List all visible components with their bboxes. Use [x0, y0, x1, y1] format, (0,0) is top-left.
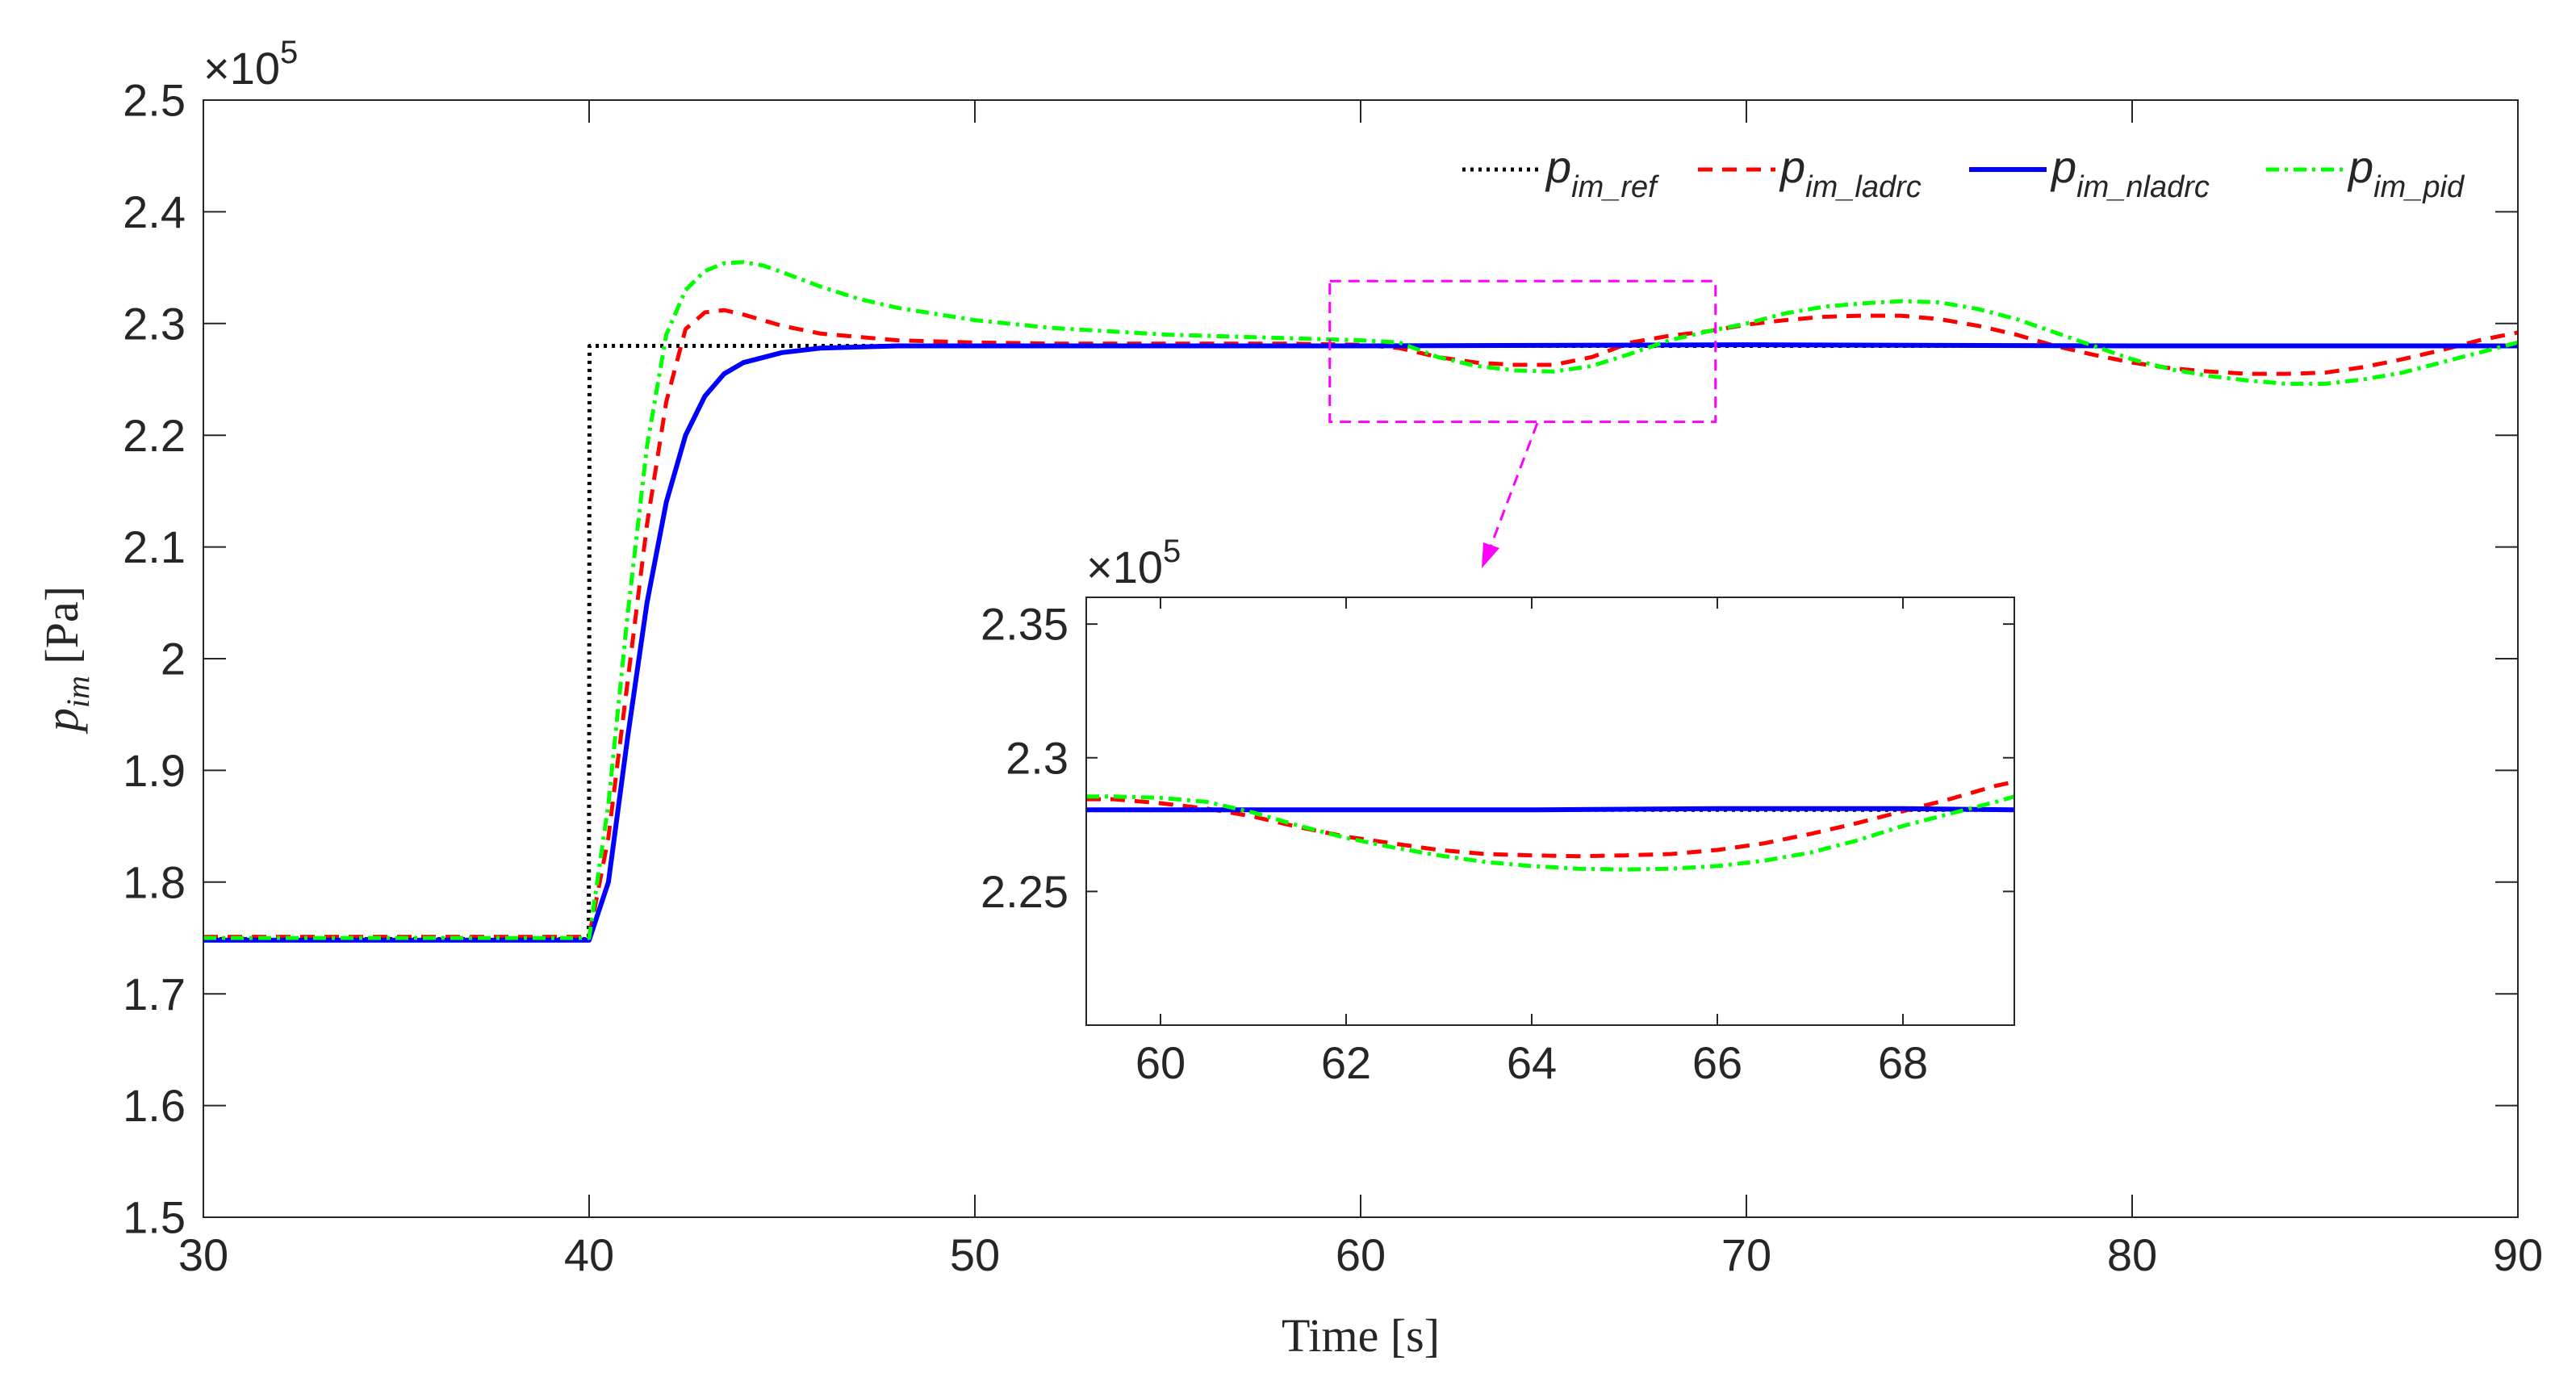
main-series-group: [203, 260, 2518, 943]
main-y-tick-label: 2: [161, 634, 186, 685]
legend-item-pid: pim_pid: [2266, 141, 2465, 204]
legend-item-ref: pim_ref: [1462, 141, 1659, 204]
main-x-tick-label: 70: [1721, 1229, 1771, 1280]
main-y-tick-label: 2.4: [123, 186, 186, 237]
inset-axes: 60 62 64 66 68 2.25 2.3 2.35 ×105: [981, 534, 2015, 1088]
x-axis-label: Time [s]: [1282, 1309, 1440, 1362]
legend-label-pid: pim_pid: [2347, 141, 2465, 204]
inset-y-tick-label: 2.25: [981, 866, 1068, 917]
main-series-line-p_im_ladrc: [203, 308, 2518, 940]
inset-x-tick-label: 68: [1878, 1037, 1928, 1088]
legend-item-ladrc: pim_ladrc: [1698, 141, 1922, 204]
inset-ticks: 60 62 64 66 68 2.25 2.3 2.35: [981, 597, 2014, 1088]
inset-y-tick-label: 2.35: [981, 599, 1068, 650]
main-y-tick-label: 1.9: [123, 745, 186, 796]
legend-label-ladrc: pim_ladrc: [1779, 141, 1922, 204]
inset-series-group: [1086, 780, 2014, 872]
main-y-tick-label: 2.5: [123, 75, 186, 126]
legend: pim_ref pim_ladrc pim_nladrc pim_pid: [1462, 141, 2465, 204]
main-x-tick-label: 80: [2107, 1229, 2157, 1280]
main-axes-box: [203, 99, 2519, 1218]
main-y-tick-label: 2.1: [123, 521, 186, 572]
main-exponent-label: ×105: [203, 35, 298, 94]
zoom-arrow: [1482, 422, 1539, 568]
main-series-line-p_im_pid: [203, 260, 2518, 940]
inset-x-tick-label: 62: [1321, 1037, 1371, 1088]
inset-x-tick-label: 64: [1507, 1037, 1557, 1088]
main-series-line-p_im_nladrc: [203, 342, 2518, 943]
main-x-tick-label: 50: [950, 1229, 1000, 1280]
zoom-arrow-head: [1482, 542, 1499, 568]
inset-y-tick-label: 2.3: [1006, 732, 1068, 783]
main-ticks: 30 40 50 60 70 80 90 1.5 1.6 1.7 1.8 1.9 2 2.1 2.2 2.3 2…: [123, 75, 2543, 1280]
inset-axes-box: [1085, 597, 2015, 1026]
main-y-tick-label: 1.7: [123, 969, 186, 1019]
legend-item-nladrc: pim_nladrc: [1969, 141, 2210, 204]
main-y-tick-label: 1.6: [123, 1080, 186, 1131]
y-axis-label: pim [Pa]: [36, 586, 96, 735]
main-x-tick-label: 40: [564, 1229, 614, 1280]
inset-x-tick-label: 60: [1135, 1037, 1186, 1088]
zoom-region-box: [1328, 279, 1717, 424]
main-y-tick-label: 1.5: [123, 1192, 186, 1243]
main-y-tick-label: 2.3: [123, 298, 186, 349]
main-x-tick-label: 60: [1336, 1229, 1386, 1280]
legend-label-ref: pim_ref: [1545, 141, 1659, 204]
legend-label-nladrc: pim_nladrc: [2050, 141, 2210, 204]
main-x-tick-label: 30: [178, 1229, 228, 1280]
inset-series-line-p_im_ladrc: [1086, 780, 2014, 859]
inset-series-line-p_im_pid: [1086, 794, 2014, 872]
main-x-tick-label: 90: [2493, 1229, 2543, 1280]
inset-series-line-p_im_nladrc: [1086, 806, 2014, 813]
inset-x-tick-label: 66: [1692, 1037, 1742, 1088]
inset-exponent-label: ×105: [1086, 534, 1181, 592]
main-y-tick-label: 2.2: [123, 410, 186, 461]
main-y-tick-label: 1.8: [123, 856, 186, 907]
zoom-arrow-line: [1488, 422, 1539, 550]
